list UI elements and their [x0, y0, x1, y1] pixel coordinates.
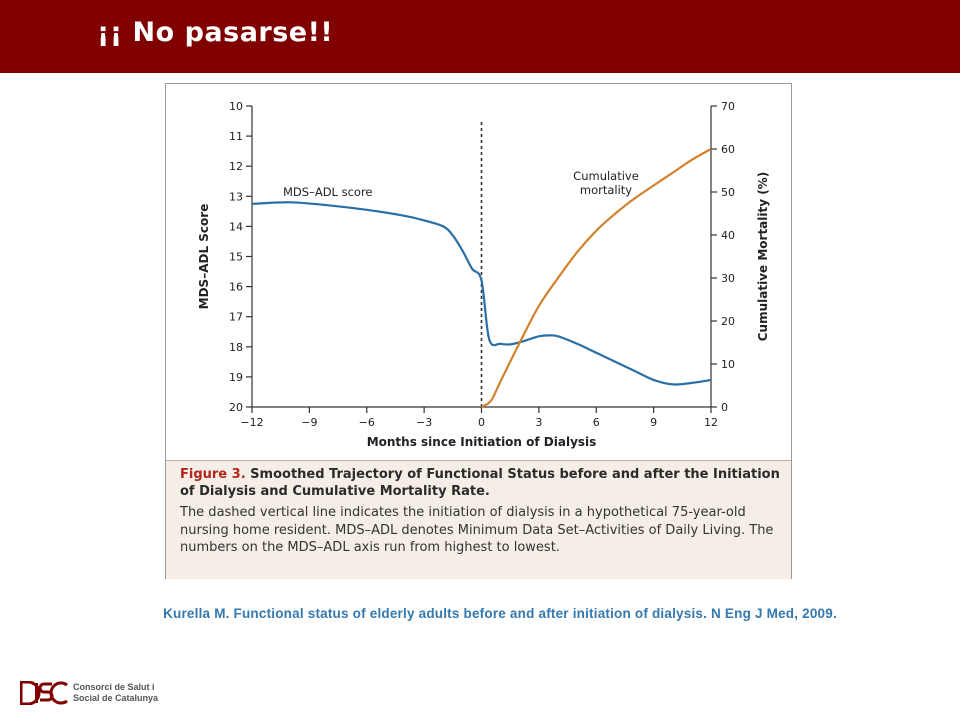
- y-right-axis-label: Cumulative Mortality (%): [756, 172, 770, 342]
- y-left-tick-label: 13: [229, 190, 243, 203]
- figure-panel: 10 11 12 13 14 15 16 17 18 19 20 0 10 20 30 40 50 60 70 −12…: [165, 83, 792, 579]
- y-right-tick-label: 70: [721, 100, 735, 113]
- mortality-annotation-line-1: Cumulative: [573, 169, 639, 183]
- x-tick-label: −6: [359, 416, 375, 429]
- cumulative-mortality-line: [480, 148, 712, 408]
- x-tick-label: −9: [301, 416, 317, 429]
- y-right-tick-label: 60: [721, 143, 735, 156]
- caption-body: The dashed vertical line indicates the i…: [180, 505, 774, 555]
- y-left-tick-label: 11: [229, 130, 243, 143]
- y-left-tick-label: 10: [229, 100, 243, 113]
- caption-title-text: Smoothed Trajectory of Functional Status…: [180, 467, 780, 499]
- figure-caption: Figure 3. Smoothed Trajectory of Functio…: [166, 460, 791, 579]
- y-left-tick-label: 15: [229, 251, 243, 264]
- x-tick-label: 3: [535, 416, 542, 429]
- x-axis-label: Months since Initiation of Dialysis: [367, 435, 597, 449]
- caption-title: Figure 3. Smoothed Trajectory of Functio…: [180, 466, 780, 500]
- citation: Kurella M. Functional status of elderly …: [163, 606, 837, 621]
- y-left-tick-label: 16: [229, 281, 243, 294]
- y-right-tick-label: 50: [721, 186, 735, 199]
- x-tick-label: 9: [650, 416, 657, 429]
- header-bar: ¡¡ No pasarse!!: [0, 0, 960, 73]
- logo: Consorci de Salut i Social de Catalunya: [20, 681, 170, 705]
- logo-line-2: Social de Catalunya: [73, 693, 159, 703]
- y-right-tick-label: 0: [721, 401, 728, 414]
- y-left-tick-label: 14: [229, 220, 243, 233]
- y-right-tick-label: 20: [721, 315, 735, 328]
- mds-adl-annotation: MDS–ADL score: [283, 185, 373, 199]
- x-tick-label: 12: [704, 416, 718, 429]
- logo-line-1: Consorci de Salut i: [73, 682, 155, 692]
- y-right-tick-label: 10: [721, 358, 735, 371]
- y-left-tick-label: 18: [229, 341, 243, 354]
- slide-title: ¡¡ No pasarse!!: [97, 17, 334, 48]
- y-right-tick-label: 30: [721, 272, 735, 285]
- x-tick-label: 0: [478, 416, 485, 429]
- y-left-tick-label: 17: [229, 311, 243, 324]
- x-tick-label: −12: [240, 416, 263, 429]
- x-tick-label: 6: [593, 416, 600, 429]
- y-left-tick-label: 19: [229, 371, 243, 384]
- mds-adl-score-line: [251, 201, 712, 386]
- x-tick-label: −3: [416, 416, 432, 429]
- csc-logo-icon: [20, 681, 68, 705]
- mortality-annotation-line-2: mortality: [580, 183, 632, 197]
- y-left-axis-label: MDS–ADL Score: [197, 204, 211, 310]
- y-right-tick-label: 40: [721, 229, 735, 242]
- figure-label: Figure 3.: [180, 467, 246, 482]
- y-left-tick-label: 20: [229, 401, 243, 414]
- y-left-tick-label: 12: [229, 160, 243, 173]
